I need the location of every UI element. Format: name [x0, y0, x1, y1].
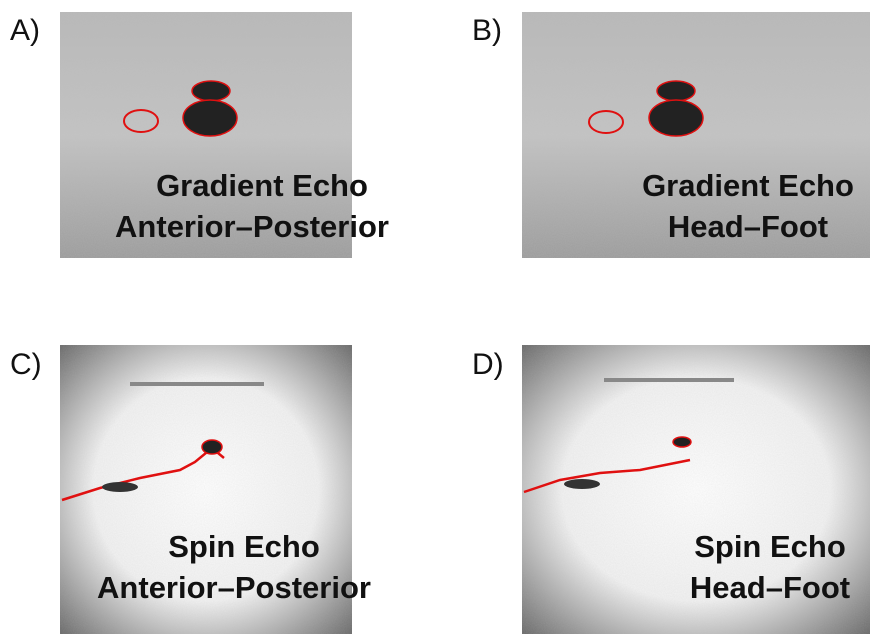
panel-title: Gradient Echo — [156, 168, 368, 203]
panel-a: A) Gradient Echo Anterior–Posterior — [10, 12, 389, 258]
panel-title: Head–Foot — [668, 209, 828, 244]
panel-title: Head–Foot — [690, 570, 850, 605]
panel-title: Spin Echo — [694, 529, 846, 564]
figure: A) Gradient Echo Anterior–Posterior B) G… — [0, 0, 878, 634]
panel-title: Anterior–Posterior — [115, 209, 389, 244]
panel-title: Spin Echo — [168, 529, 320, 564]
panel-label: A) — [10, 14, 40, 47]
panel-title: Anterior–Posterior — [97, 570, 371, 605]
panel-label: C) — [10, 348, 42, 381]
panel-d: D) Spin Echo Head–Foot — [472, 345, 870, 634]
panel-label: D) — [472, 348, 504, 381]
panel-label: B) — [472, 14, 502, 47]
panel-b: B) Gradient Echo Head–Foot — [472, 12, 870, 258]
panel-c: C) Spin Echo Anterior–Posterior — [10, 345, 371, 634]
panel-title: Gradient Echo — [642, 168, 854, 203]
